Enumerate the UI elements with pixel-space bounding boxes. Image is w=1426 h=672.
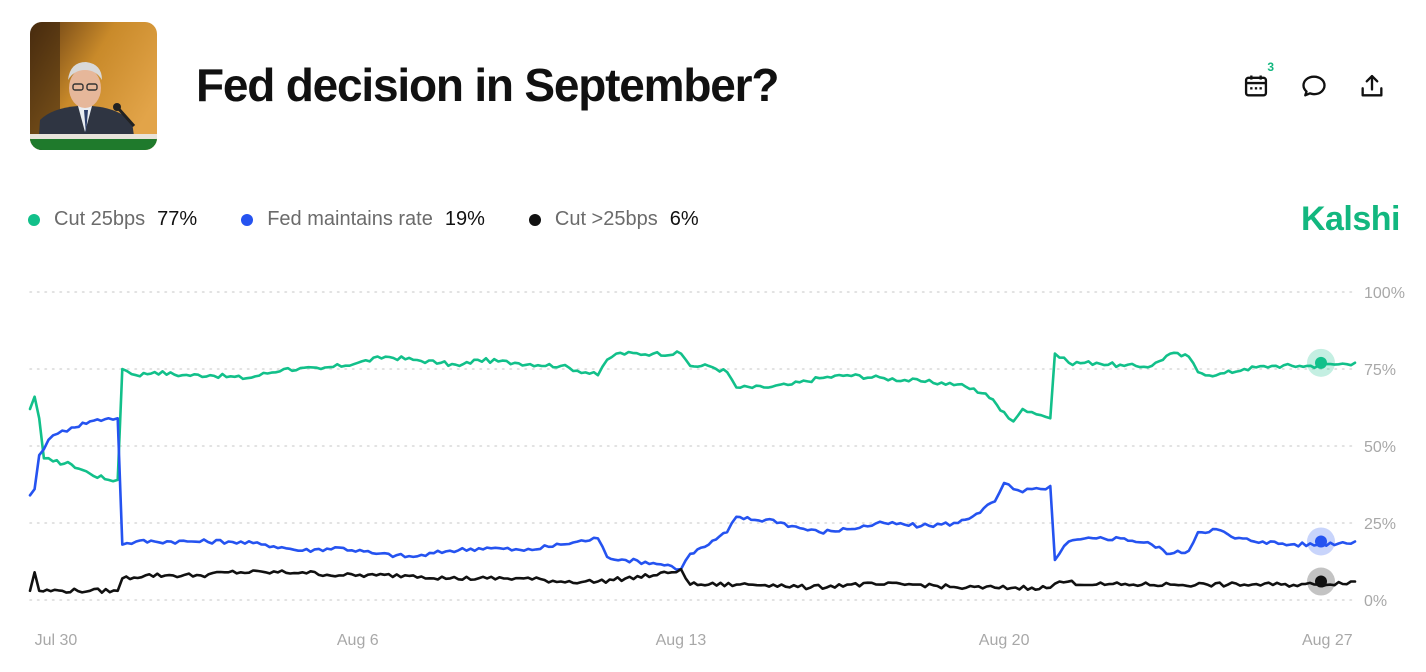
x-tick-label: Aug 20: [979, 632, 1030, 649]
probability-chart: 100% 75% 50% 25% 0% Jul 30 Aug 6 Aug 13 Aug 20 Au…: [0, 270, 1426, 670]
legend-item-cut-gt-25bps[interactable]: Cut >25bps 6%: [528, 208, 699, 231]
y-tick-label: 100%: [1364, 285, 1405, 302]
legend-dot: [241, 213, 254, 226]
comment-icon: [1302, 75, 1326, 97]
calendar-badge: 3: [1267, 60, 1274, 74]
legend-item-fed-maintains-rate[interactable]: Fed maintains rate 19%: [241, 208, 485, 231]
toolbar: 3: [1238, 60, 1390, 106]
y-tick-label: 50%: [1364, 439, 1396, 456]
share-button[interactable]: [1354, 66, 1390, 106]
chart-svg: 100% 75% 50% 25% 0% Jul 30 Aug 6 Aug 13 Aug 20 Au…: [28, 285, 1405, 649]
speaker-photo: [30, 22, 157, 150]
legend-value: 6%: [669, 208, 699, 230]
x-tick-label: Jul 30: [35, 632, 78, 649]
brand-logo: Kalshi: [1300, 200, 1401, 238]
page-title: Fed decision in September?: [196, 59, 779, 111]
series-line-cut-gt-25bps: [28, 567, 1357, 594]
comment-button[interactable]: [1296, 66, 1332, 106]
series-line-cut-25bps: [28, 350, 1357, 483]
series-line-fed-maintains-rate: [28, 417, 1357, 571]
calendar-icon: [1244, 75, 1268, 97]
legend-value: 77%: [157, 208, 198, 230]
x-tick-label: Aug 13: [656, 632, 707, 649]
y-tick-label: 25%: [1364, 516, 1396, 533]
y-tick-label: 0%: [1364, 593, 1387, 610]
x-tick-label: Aug 27: [1302, 632, 1353, 649]
series-end-point[interactable]: [1315, 535, 1327, 548]
legend-label: Cut 25bps: [54, 208, 146, 230]
chart-legend: Cut 25bps 77% Fed maintains rate 19% Cut…: [28, 208, 743, 231]
series-end-point[interactable]: [1315, 356, 1327, 369]
legend-dot: [28, 213, 40, 226]
x-tick-label: Aug 6: [337, 632, 379, 649]
y-tick-label: 75%: [1364, 362, 1396, 379]
share-icon: [1361, 74, 1383, 97]
market-thumbnail: [30, 22, 157, 150]
legend-dot: [528, 213, 541, 226]
calendar-button[interactable]: 3: [1238, 60, 1274, 106]
series-end-point[interactable]: [1315, 575, 1327, 588]
legend-label: Cut >25bps: [554, 208, 658, 230]
legend-item-cut-25bps[interactable]: Cut 25bps 77%: [28, 208, 197, 231]
legend-value: 19%: [444, 208, 485, 230]
legend-label: Fed maintains rate: [267, 208, 433, 230]
